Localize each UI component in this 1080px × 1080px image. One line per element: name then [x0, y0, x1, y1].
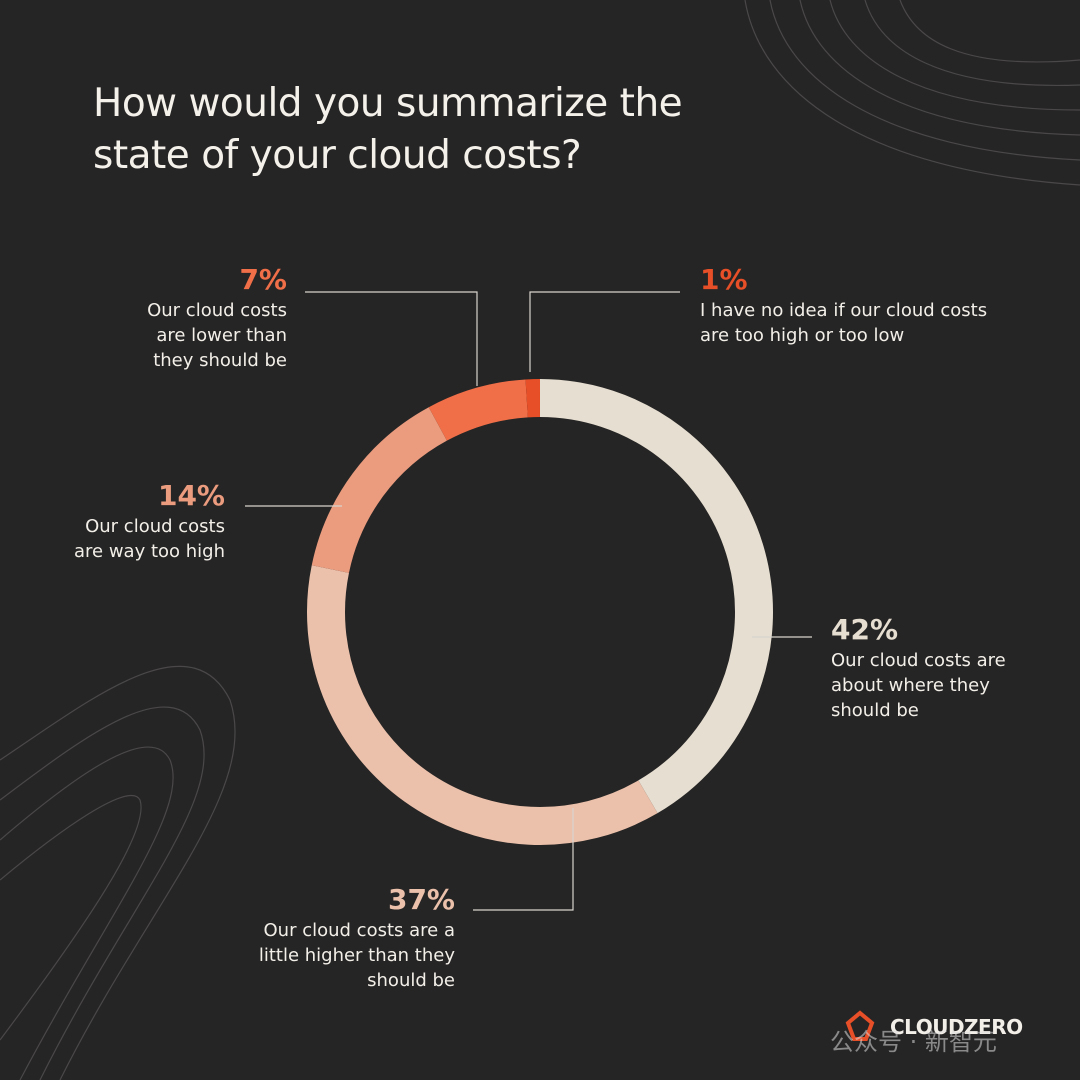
leader-line [305, 291, 478, 386]
value-label: 7% [239, 263, 287, 296]
category-label: Our cloud costs are about where they sho… [831, 650, 1006, 721]
donut-segment [311, 407, 448, 574]
donut-segment [428, 379, 529, 441]
chart-title: How would you summarize the state of you… [93, 81, 683, 178]
logo [845, 1010, 875, 1041]
brand: CLOUDZERO [890, 1015, 1023, 1039]
donut-segment [539, 379, 773, 814]
slice-label: 37% Our cloud costs are a little higher t… [255, 884, 455, 993]
donut-segment [307, 565, 658, 845]
slice-label: 7% Our cloud costs are lower than they sh… [125, 264, 287, 373]
category-label: Our cloud costs are way too high [73, 516, 225, 562]
leader-line [473, 808, 574, 911]
value-label: 1% [700, 263, 748, 296]
category-label: Our cloud costs are lower than they shou… [147, 300, 287, 371]
leader-line [529, 291, 680, 372]
slice-label: 1% I have no idea if our cloud costs are … [700, 264, 990, 348]
value-label: 42% [831, 613, 899, 646]
value-label: 14% [157, 479, 225, 512]
watermark: 公众号 · 新智元 [830, 1028, 997, 1056]
category-label: I have no idea if our cloud costs are to… [700, 300, 988, 346]
category-label: Our cloud costs are a little higher than… [258, 920, 455, 991]
slice-label: 14% Our cloud costs are way too high [55, 480, 225, 564]
value-label: 37% [387, 883, 455, 916]
slice-label: 42% Our cloud costs are about where they … [831, 614, 1011, 723]
